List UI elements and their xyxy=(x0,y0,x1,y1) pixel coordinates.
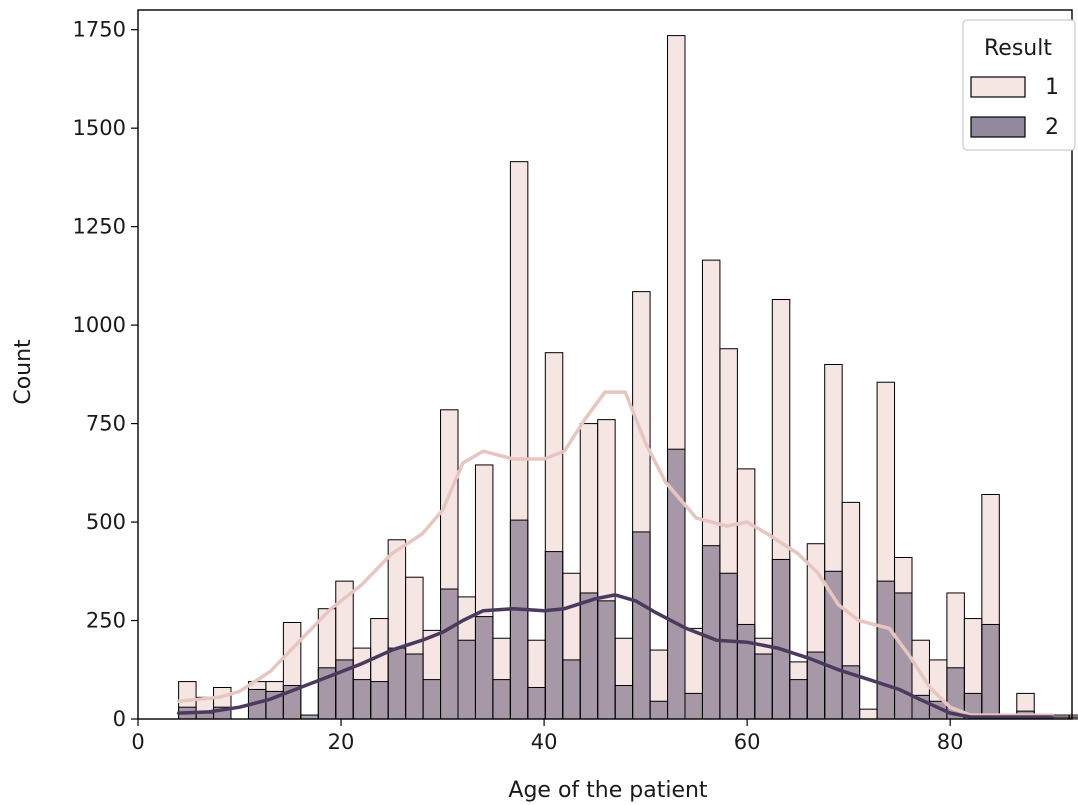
bar-series-2-bin-18 xyxy=(492,679,511,720)
bar-series-2-bin-25 xyxy=(614,685,634,720)
bar-series-2-bin-30 xyxy=(701,545,721,720)
x-axis-label: Age of the patient xyxy=(508,778,708,803)
bar-series-2-bin-17 xyxy=(474,616,494,720)
legend-title: Result xyxy=(984,36,1052,61)
bar-series-1-bin-39 xyxy=(859,708,878,720)
axes-layer: 0 20 40 60 80 0 250 500 750 1000 1250 1500 1750 xyxy=(73,9,1073,754)
y-tick-label-500: 500 xyxy=(86,510,126,534)
x-tick-label-60: 60 xyxy=(734,730,761,754)
bar-series-2-bin-40 xyxy=(876,580,896,720)
y-tick-label-1500: 1500 xyxy=(73,116,126,140)
bar-series-2-bin-15 xyxy=(440,588,459,720)
y-tick-label-750: 750 xyxy=(86,412,126,436)
y-tick-label-1000: 1000 xyxy=(73,313,126,337)
y-axis-label: Count xyxy=(11,339,36,405)
bar-series-2-bin-29 xyxy=(684,692,703,720)
bar-series-2-bin-35 xyxy=(789,679,808,720)
y-tick-label-250: 250 xyxy=(86,609,126,633)
bars-layer xyxy=(178,35,1078,720)
bar-series-2-bin-13 xyxy=(405,653,424,720)
x-tick-label-0: 0 xyxy=(131,730,144,754)
bar-series-2-bin-46 xyxy=(981,623,1000,720)
bar-series-2-bin-34 xyxy=(771,558,791,720)
bar-series-2-bin-32 xyxy=(736,623,756,720)
bar-series-2-bin-19 xyxy=(509,519,529,720)
bar-series-2-bin-10 xyxy=(352,679,372,720)
legend-swatch-2 xyxy=(970,116,1026,138)
bar-series-2-bin-22 xyxy=(562,659,581,720)
y-tick-label-1250: 1250 xyxy=(73,215,126,239)
bar-series-2-bin-11 xyxy=(370,681,389,720)
bar-series-2-bin-16 xyxy=(457,639,476,720)
y-tick-label-0: 0 xyxy=(113,707,126,731)
y-tick-label-1750: 1750 xyxy=(73,18,126,42)
plot-frame xyxy=(137,9,1073,720)
bar-series-2-bin-20 xyxy=(527,686,546,720)
bar-series-2-bin-21 xyxy=(544,551,564,720)
legend-label-1: 1 xyxy=(1045,75,1059,100)
legend-label-2: 2 xyxy=(1045,115,1059,140)
bar-series-2-bin-23 xyxy=(579,592,599,720)
bar-series-2-bin-14 xyxy=(422,679,442,720)
bar-series-2-bin-12 xyxy=(387,647,407,720)
kde-line-series-2 xyxy=(176,593,1054,719)
bar-series-2-bin-24 xyxy=(597,600,616,720)
x-tick-label-80: 80 xyxy=(937,730,964,754)
legend: Result 1 2 xyxy=(962,19,1076,151)
x-tick-label-20: 20 xyxy=(328,730,355,754)
bar-series-2-bin-37 xyxy=(824,570,843,720)
bar-series-2-bin-31 xyxy=(719,572,738,720)
legend-swatch-1 xyxy=(970,76,1026,98)
bar-series-2-bin-26 xyxy=(632,531,651,720)
bar-series-2-bin-27 xyxy=(649,700,669,720)
kde-line-series-1 xyxy=(176,390,1054,717)
kde-layer xyxy=(176,390,1054,719)
x-tick-label-40: 40 xyxy=(531,730,558,754)
bar-series-2-bin-33 xyxy=(754,653,773,720)
